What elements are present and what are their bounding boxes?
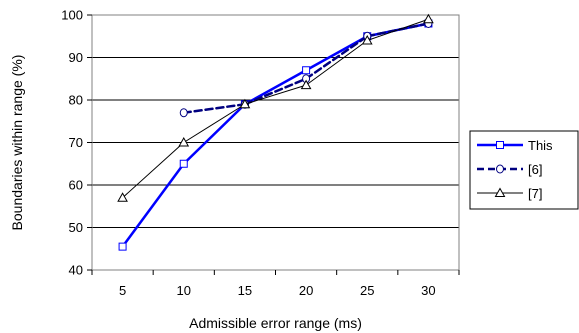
series-3: [117, 13, 434, 202]
legend-item-3: [7]: [477, 186, 542, 201]
legend-label: [6]: [528, 162, 542, 177]
y-tick-label: 100: [61, 8, 83, 23]
series-3-segment: [183, 103, 246, 143]
y-tick-label: 80: [69, 93, 83, 108]
legend-item-1: This: [477, 138, 553, 153]
series-3-point: [423, 13, 434, 24]
series-2-segment: [243, 77, 308, 106]
series-2-segment: [182, 103, 247, 114]
x-tick-label: 5: [119, 283, 126, 298]
series-1-segment: [121, 162, 185, 248]
series-1-segment: [304, 35, 369, 72]
y-tick-label: 70: [69, 135, 83, 150]
series-1-point: [118, 242, 127, 251]
series-1-segment: [243, 69, 308, 106]
series-2-point: [179, 108, 188, 118]
series-1-point: [179, 159, 188, 168]
grid-group: [92, 57, 459, 228]
x-axis-title: Admissible error range (ms): [189, 315, 362, 331]
series-2-segment: [366, 22, 430, 38]
legend-marker: [494, 187, 506, 197]
series-1-segment: [182, 103, 247, 165]
series-3-segment: [305, 40, 368, 86]
series-3-segment: [244, 84, 307, 105]
legend-marker: [496, 164, 504, 174]
x-axis-ticks: 5 10 15 20 25 30: [91, 270, 460, 298]
y-tick-label: 90: [69, 50, 83, 65]
x-tick-label: 30: [421, 283, 435, 298]
legend-label: This: [528, 138, 553, 153]
series-3-point: [239, 98, 251, 109]
y-axis-title: Boundaries within range (%): [9, 55, 25, 231]
legend: This [6] [7]: [469, 130, 579, 210]
x-tick-label: 25: [360, 283, 374, 298]
y-axis-ticks: 40 50 60 70 80 90 100: [61, 8, 92, 278]
x-tick-label: 15: [238, 283, 252, 298]
series-1-point: [302, 66, 311, 75]
x-tick-label: 10: [177, 283, 191, 298]
legend-box: [469, 130, 579, 210]
series-3-point: [117, 192, 128, 202]
y-tick-label: 50: [69, 220, 83, 235]
series-3-point: [361, 34, 373, 45]
legend-label: [7]: [528, 186, 542, 201]
legend-marker: [496, 141, 504, 149]
y-tick-label: 40: [69, 263, 83, 278]
series-2-segment: [304, 35, 369, 80]
legend-items: This [6] [7]: [477, 138, 553, 201]
series-3-segment: [366, 18, 429, 41]
x-tick-label: 20: [299, 283, 313, 298]
y-tick-label: 60: [69, 178, 83, 193]
series-3-point: [300, 79, 312, 90]
series-3-segment: [122, 142, 185, 199]
legend-item-2: [6]: [477, 162, 542, 177]
series-group: [117, 13, 434, 251]
series-3-point: [178, 136, 190, 147]
